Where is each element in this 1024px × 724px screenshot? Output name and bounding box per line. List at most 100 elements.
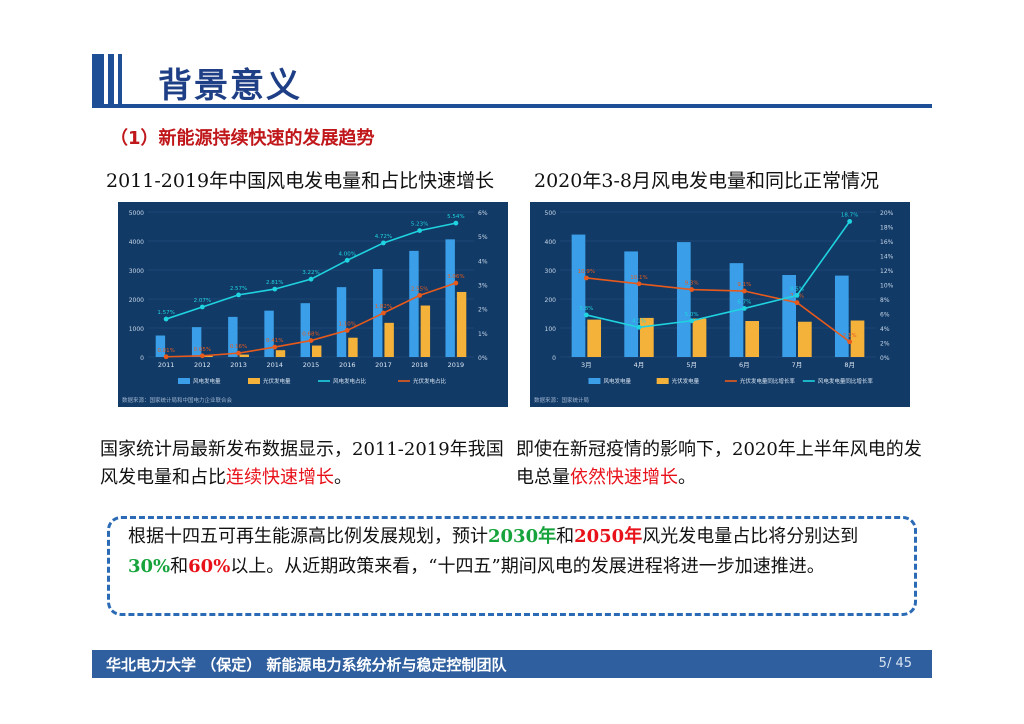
note-box: [107, 516, 917, 616]
x-tick-label: 2012: [194, 361, 211, 369]
data-label: 2.1%: [843, 333, 857, 339]
data-label: 9.1%: [737, 282, 751, 288]
data-label: 3.22%: [302, 270, 319, 276]
right-paragraph-text: 即使在新冠疫情的影响下，2020年上半年风电的发电总量: [516, 439, 922, 488]
legend-label: 光伏发电量同比增长率: [740, 377, 796, 385]
line-point: [344, 328, 350, 333]
left-paragraph-highlight: 连续快速增长: [226, 467, 334, 488]
y2-tick-label: 5%: [478, 234, 488, 241]
wind-bar: [155, 335, 166, 357]
y2-tick-label: 6%: [478, 210, 488, 217]
line-point: [381, 240, 386, 246]
line-point: [308, 276, 314, 282]
line-point: [417, 292, 423, 298]
right-paragraph-end: 。: [678, 467, 696, 488]
y-tick-label: 200: [545, 297, 557, 304]
data-label: 0.41%: [266, 338, 283, 344]
data-label: 10.9%: [578, 269, 595, 275]
x-tick-label: 5月: [686, 361, 697, 369]
line-point: [163, 354, 169, 360]
wind-bar: [300, 303, 310, 357]
line-point: [636, 324, 642, 330]
pv-bar: [203, 355, 213, 357]
x-tick-label: 2013: [230, 361, 247, 369]
x-tick-label: 2018: [411, 361, 428, 369]
line-point: [689, 318, 695, 324]
y2-tick-label: 1%: [478, 331, 488, 338]
line-point: [308, 338, 314, 343]
y2-tick-label: 2%: [880, 341, 890, 348]
wind-bar: [782, 275, 796, 357]
line-point: [272, 344, 278, 350]
legend-swatch: [178, 378, 190, 384]
x-tick-label: 6月: [739, 361, 750, 369]
y2-tick-label: 14%: [880, 254, 894, 261]
section-subtitle: （1）新能源持续快速的发展趋势: [110, 128, 375, 149]
x-tick-label: 2019: [448, 361, 465, 369]
line-point: [344, 257, 350, 263]
left-paragraph: 国家统计局最新发布数据显示，2011-2019年我国风发电量和占比连续快速增长。: [100, 436, 520, 492]
wind-bar: [624, 251, 638, 357]
line-point: [689, 287, 695, 292]
y2-tick-label: 4%: [880, 326, 890, 333]
line-point: [794, 292, 800, 298]
pv-bar: [420, 305, 431, 357]
legend-label: 风电发电量: [603, 377, 631, 385]
line-point: [453, 220, 459, 226]
note-part: 根据十四五可再生能源高比例发展规划，预计: [128, 526, 488, 547]
data-label: 0.01%: [157, 348, 174, 354]
page-title: 背景意义: [158, 66, 302, 106]
wind-bar: [373, 269, 383, 357]
line-point: [741, 306, 747, 311]
line-point: [847, 339, 853, 345]
pv-bar: [239, 354, 249, 357]
x-tick-label: 2017: [375, 361, 392, 369]
y2-tick-label: 12%: [880, 268, 894, 275]
right-chart: 0 100 200 300 400 500 0% 2% 4% 6% 8% 10% 12% 14% 16% 18…: [530, 202, 910, 407]
chart-source: 数据来源：国家统计局: [534, 396, 589, 404]
wind-bar: [571, 234, 586, 357]
line-point: [741, 288, 747, 294]
left-chart-svg: 0 1000 2000 3000 4000 5000 0% 1% 2% 3% 4% 5% 6% 2011 2…: [122, 210, 488, 404]
line-point: [794, 300, 800, 306]
note-year-2030: 2030年: [488, 526, 557, 547]
legend-label: 风电发电量同比增长率: [818, 377, 874, 385]
y-tick-label: 3000: [129, 268, 144, 275]
x-tick-label: 7月: [792, 361, 803, 369]
data-label: 0.05%: [194, 347, 211, 353]
data-label: 0.68%: [302, 332, 319, 338]
y2-tick-label: 6%: [880, 312, 890, 319]
y2-tick-label: 10%: [880, 283, 894, 290]
note-percent-30: 30%: [128, 556, 171, 577]
legend-label: 光伏发电占比: [413, 377, 447, 385]
y2-tick-label: 20%: [880, 210, 894, 217]
y-tick-label: 100: [545, 326, 557, 333]
y-tick-label: 0: [552, 355, 556, 362]
legend-label: 风电发电占比: [333, 377, 367, 385]
series-line: [586, 220, 851, 329]
series-line: [586, 277, 851, 343]
line-point: [417, 228, 423, 234]
data-label: 5.0%: [685, 312, 699, 318]
pv-bar: [456, 291, 467, 357]
note-part: 和: [556, 526, 575, 547]
data-label: 1.10%: [338, 321, 355, 327]
x-tick-label: 2011: [158, 361, 175, 369]
note-part: 风光发电量占比将分别达到: [642, 526, 859, 547]
page-number: 5/ 45: [878, 656, 912, 671]
legend-swatch: [656, 378, 669, 384]
line-point: [381, 310, 386, 316]
data-label: 5.23%: [411, 222, 428, 228]
note-part: 和: [170, 556, 189, 577]
wind-bar: [264, 310, 274, 357]
left-chart: 0 1000 2000 3000 4000 5000 0% 1% 2% 3% 4% 5% 6% 2011 2…: [118, 202, 508, 407]
line-point: [583, 312, 589, 318]
y2-tick-label: 0%: [880, 355, 890, 362]
data-label: 6.7%: [737, 299, 751, 305]
line-point: [636, 281, 642, 287]
line-point: [236, 292, 241, 298]
line-point: [163, 316, 169, 322]
data-label: 9.3%: [685, 281, 699, 287]
note-year-2050: 2050年: [574, 526, 643, 547]
y2-tick-label: 16%: [880, 239, 894, 246]
